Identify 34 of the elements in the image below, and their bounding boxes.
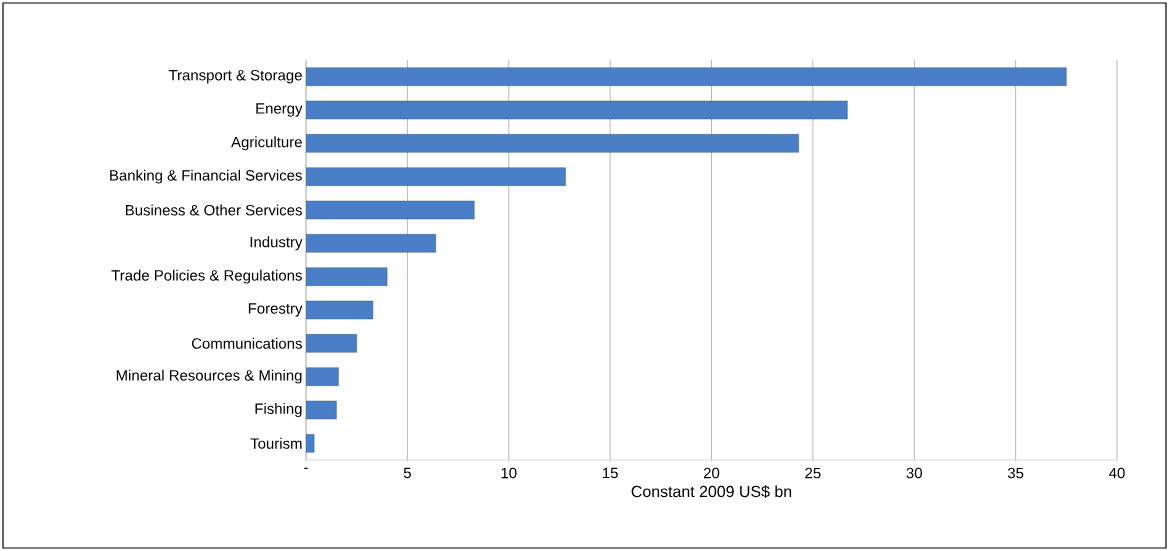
y-tick-label: Tourism: [250, 437, 302, 449]
y-tick-label: Communications: [191, 337, 302, 349]
bar: [306, 434, 315, 453]
y-tick-label: Industry: [250, 236, 303, 251]
x-tick-label: 10: [501, 467, 517, 479]
bar: [306, 334, 357, 353]
x-tick-label: 35: [1007, 467, 1024, 479]
y-tick-label: Agriculture: [231, 136, 302, 151]
y-tick-label: Trade Policies & Regulations: [111, 269, 302, 284]
x-axis-title: Constant 2009 US$ bn: [631, 485, 792, 499]
x-tick-label: 30: [906, 467, 922, 479]
bar: [306, 200, 475, 220]
y-tick-label: Fishing: [255, 403, 302, 417]
y-tick-label: Mineral Resources & Mining: [116, 369, 302, 384]
x-tick-label: -: [304, 467, 308, 469]
bar: [306, 367, 339, 386]
y-tick-label: Energy: [256, 103, 303, 117]
bar: [306, 267, 388, 286]
bar: [306, 134, 799, 153]
bar: [306, 67, 1067, 86]
y-tick-label: Banking & Financial Services: [110, 169, 302, 184]
bar: [306, 300, 374, 320]
x-tick-label: 25: [805, 467, 821, 479]
bar: [306, 167, 566, 186]
y-tick-label: Transport & Storage: [168, 69, 302, 84]
bar: [306, 100, 848, 120]
y-tick-label: Forestry: [248, 303, 303, 317]
y-tick-label: Business & Other Services: [125, 204, 302, 216]
bar: [306, 400, 337, 420]
bar: [306, 234, 436, 253]
x-tick-label: 40: [1109, 467, 1125, 479]
x-tick-label: 15: [602, 467, 618, 479]
x-tick-label: 5: [403, 467, 411, 479]
x-tick-label: 20: [703, 467, 720, 479]
